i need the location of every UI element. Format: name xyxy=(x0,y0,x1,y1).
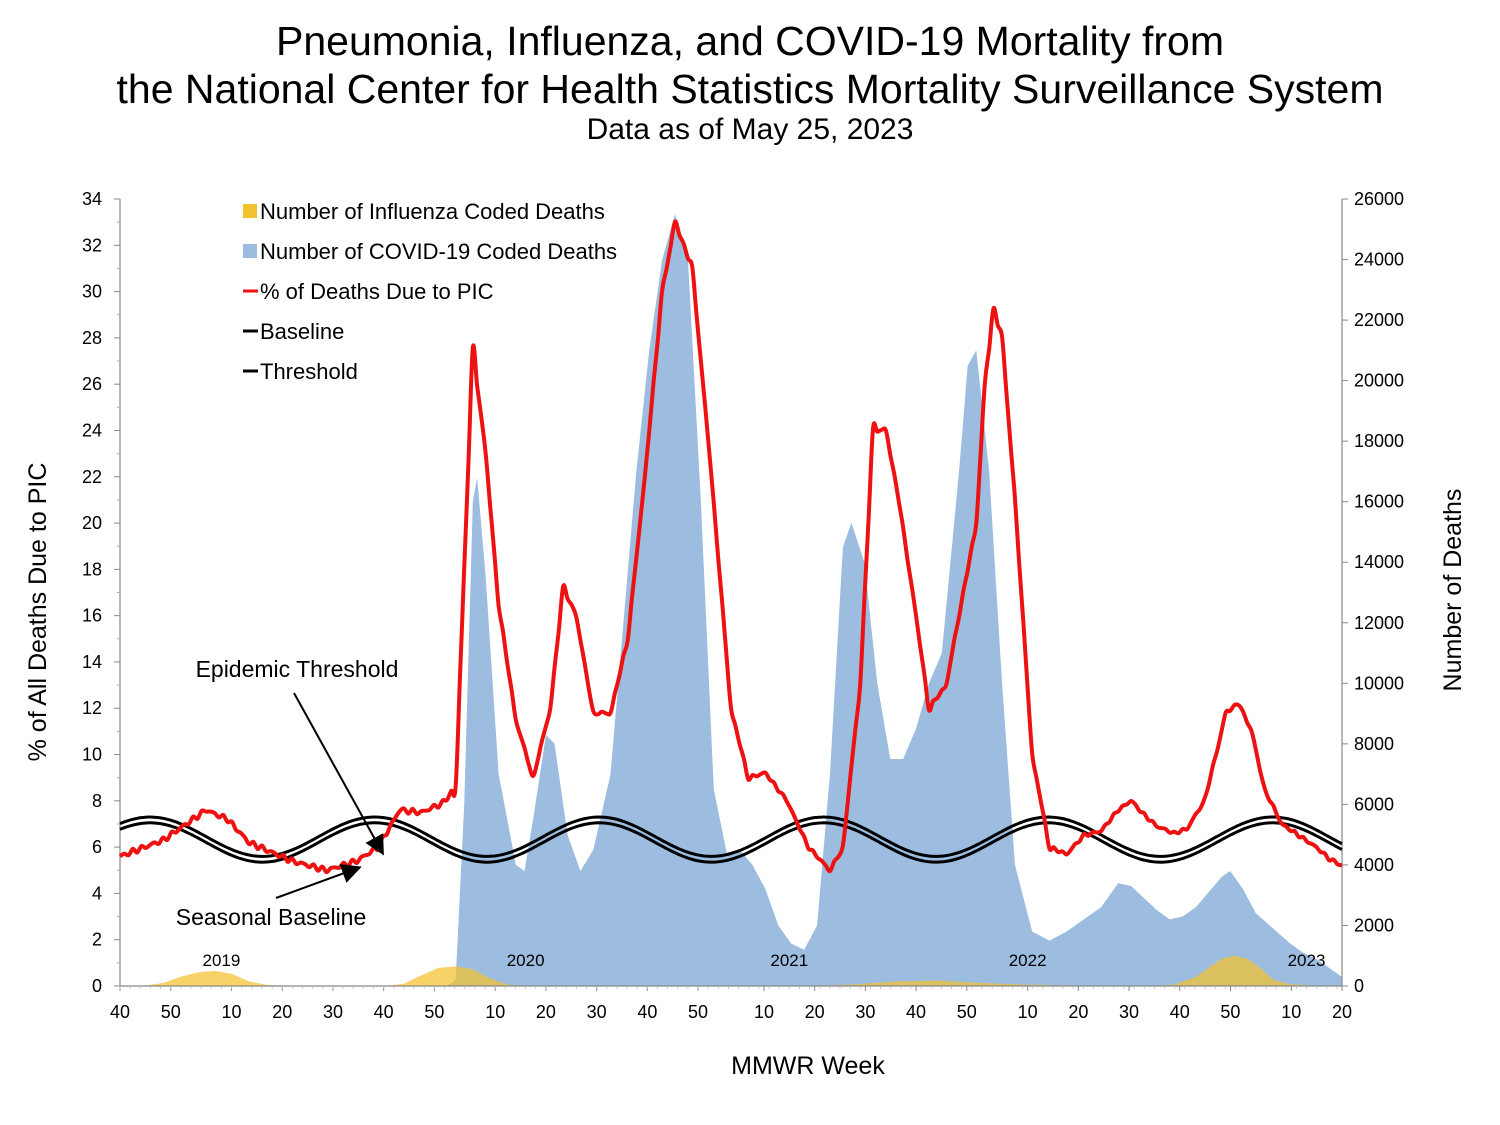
x-tick-label: 50 xyxy=(688,1002,708,1022)
left-tick-label: 22 xyxy=(82,467,102,487)
year-label: 2021 xyxy=(770,951,808,970)
left-tick-label: 8 xyxy=(92,791,102,811)
legend-covid-deaths-swatch xyxy=(243,244,257,258)
baseline-line xyxy=(119,821,1343,864)
left-tick-label: 28 xyxy=(82,328,102,348)
x-tick-label: 50 xyxy=(957,1002,977,1022)
year-label: 2020 xyxy=(507,951,545,970)
left-tick-label: 18 xyxy=(82,559,102,579)
seasonal-baseline-arrow xyxy=(275,864,362,899)
legend-baseline-label: Baseline xyxy=(260,319,344,344)
legend-pic-percent-label: % of Deaths Due to PIC xyxy=(260,279,494,304)
right-tick-label: 20000 xyxy=(1354,371,1404,391)
chart-titles: Pneumonia, Influenza, and COVID-19 Morta… xyxy=(0,0,1500,147)
pic-percent-line xyxy=(118,219,1343,875)
area-layer xyxy=(120,214,1342,987)
left-tick-label: 4 xyxy=(92,883,102,903)
axis-labels-layer: MMWR Week % of All Deaths Due to PIC Numbe… xyxy=(24,463,1467,1080)
right-tick-label: 0 xyxy=(1354,976,1364,996)
x-tick-label: 20 xyxy=(1068,1002,1088,1022)
x-tick-label: 20 xyxy=(805,1002,825,1022)
right-tick-label: 26000 xyxy=(1354,189,1404,209)
legend-influenza-deaths-swatch xyxy=(243,204,257,218)
x-tick-label: 40 xyxy=(637,1002,657,1022)
x-tick-label: 50 xyxy=(1220,1002,1240,1022)
year-label: 2022 xyxy=(1009,951,1047,970)
right-tick-label: 10000 xyxy=(1354,673,1404,693)
x-tick-label: 10 xyxy=(1018,1002,1038,1022)
legend: Number of Influenza Coded Deaths Number o… xyxy=(243,199,617,384)
x-tick-label: 10 xyxy=(485,1002,505,1022)
left-tick-label: 12 xyxy=(82,698,102,718)
x-tick-label: 40 xyxy=(906,1002,926,1022)
right-tick-label: 14000 xyxy=(1354,552,1404,572)
annotation-epidemic-threshold: Epidemic Threshold xyxy=(196,656,399,682)
right-tick-label: 6000 xyxy=(1354,794,1394,814)
threshold-line xyxy=(119,815,1343,858)
x-tick-label: 30 xyxy=(1119,1002,1139,1022)
x-tick-label: 30 xyxy=(323,1002,343,1022)
right-tick-label: 12000 xyxy=(1354,613,1404,633)
chart-title-line2: the National Center for Health Statistic… xyxy=(116,66,1384,112)
epidemic-threshold-arrow xyxy=(293,692,384,856)
left-tick-label: 30 xyxy=(82,282,102,302)
x-tick-label: 40 xyxy=(1170,1002,1190,1022)
right-tick-label: 4000 xyxy=(1354,855,1394,875)
x-tick-label: 10 xyxy=(1281,1002,1301,1022)
right-axis-title: Number of Deaths xyxy=(1439,489,1467,692)
left-tick-label: 10 xyxy=(82,745,102,765)
x-tick-label: 10 xyxy=(222,1002,242,1022)
line-layer xyxy=(118,219,1343,875)
legend-covid-deaths-label: Number of COVID-19 Coded Deaths xyxy=(260,239,617,264)
axes-layer: 0246810121416182022242628303234020004000… xyxy=(82,189,1404,1022)
x-tick-label: 50 xyxy=(161,1002,181,1022)
influenza-deaths-area xyxy=(120,955,1342,986)
x-tick-label: 40 xyxy=(110,1002,130,1022)
x-tick-label: 50 xyxy=(424,1002,444,1022)
left-axis-title: % of All Deaths Due to PIC xyxy=(24,463,52,762)
left-tick-label: 16 xyxy=(82,606,102,626)
right-tick-label: 18000 xyxy=(1354,431,1404,451)
right-tick-label: 2000 xyxy=(1354,915,1394,935)
x-tick-label: 20 xyxy=(272,1002,292,1022)
x-tick-label: 20 xyxy=(1332,1002,1352,1022)
year-label: 2023 xyxy=(1288,951,1326,970)
x-tick-label: 20 xyxy=(536,1002,556,1022)
left-tick-label: 6 xyxy=(92,837,102,857)
annotation-layer: Epidemic Threshold Seasonal Baseline xyxy=(176,656,399,930)
x-tick-label: 30 xyxy=(587,1002,607,1022)
chart-subtitle: Data as of May 25, 2023 xyxy=(586,113,914,146)
x-tick-label: 30 xyxy=(855,1002,875,1022)
left-tick-label: 34 xyxy=(82,189,102,209)
chart-title-line1: Pneumonia, Influenza, and COVID-19 Morta… xyxy=(276,18,1224,64)
left-tick-label: 20 xyxy=(82,513,102,533)
legend-influenza-deaths-label: Number of Influenza Coded Deaths xyxy=(260,199,605,224)
left-tick-label: 14 xyxy=(82,652,102,672)
covid-deaths-area xyxy=(120,214,1342,987)
annotation-seasonal-baseline: Seasonal Baseline xyxy=(176,904,367,930)
right-tick-label: 24000 xyxy=(1354,250,1404,270)
x-tick-label: 10 xyxy=(754,1002,774,1022)
x-axis-title: MMWR Week xyxy=(731,1052,885,1080)
legend-threshold-label: Threshold xyxy=(260,359,358,384)
right-tick-label: 22000 xyxy=(1354,310,1404,330)
x-tick-label: 40 xyxy=(374,1002,394,1022)
year-label: 2019 xyxy=(202,951,240,970)
right-tick-label: 8000 xyxy=(1354,734,1394,754)
right-tick-label: 16000 xyxy=(1354,492,1404,512)
left-tick-label: 26 xyxy=(82,374,102,394)
left-tick-label: 32 xyxy=(82,235,102,255)
left-tick-label: 0 xyxy=(92,976,102,996)
left-tick-label: 24 xyxy=(82,420,102,440)
left-tick-label: 2 xyxy=(92,930,102,950)
